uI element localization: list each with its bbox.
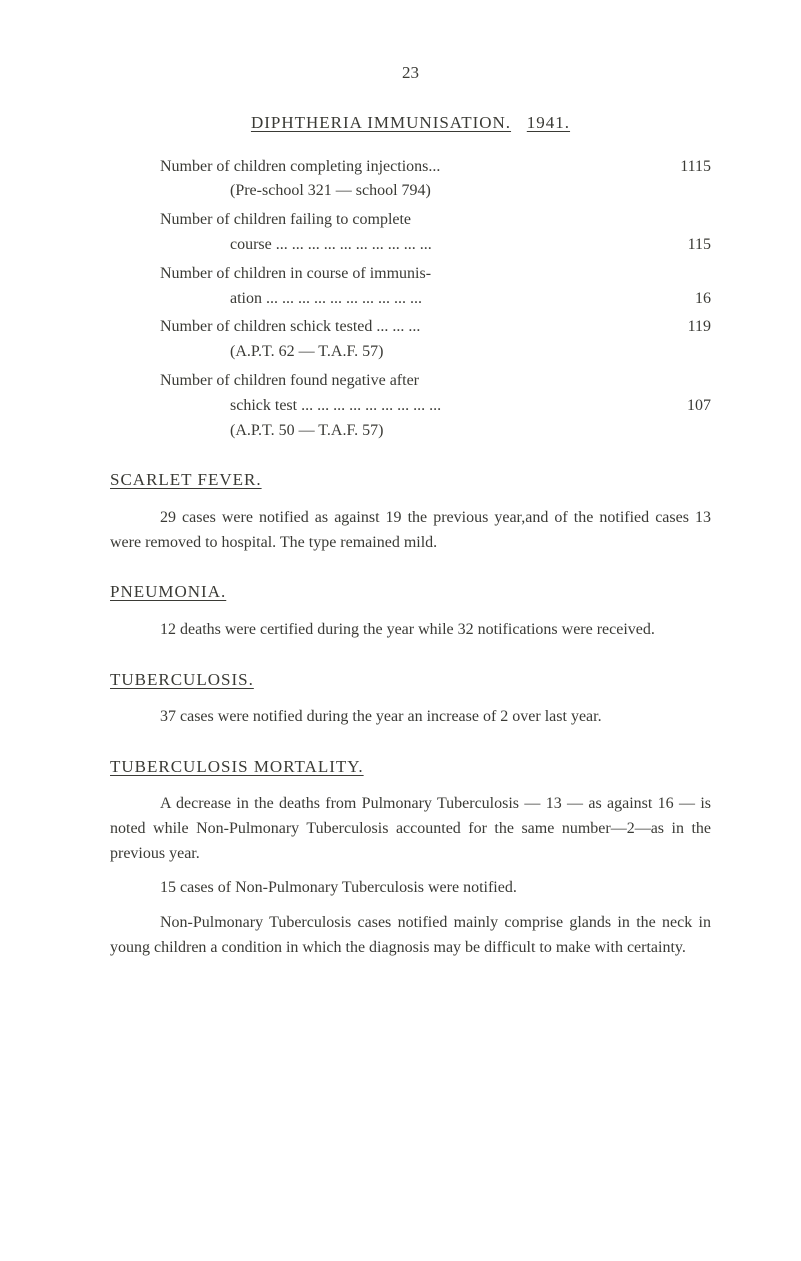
stat-label: Number of children found negative after bbox=[160, 369, 661, 394]
tb-mortality-para3: Non-Pulmonary Tuberculosis cases notifie… bbox=[110, 911, 711, 961]
main-heading: DIPHTHERIA IMMUNISATION. 1941. bbox=[110, 110, 711, 136]
pneumonia-para: 12 deaths were certified during the year… bbox=[110, 618, 711, 643]
stat-value: 115 bbox=[661, 233, 711, 258]
stat-label-cont: ation ... ... ... ... ... ... ... ... ..… bbox=[160, 287, 661, 312]
tuberculosis-para: 37 cases were notified during the year a… bbox=[110, 705, 711, 730]
stat-block-5: Number of children found negative after … bbox=[110, 369, 711, 443]
stat-block-2: Number of children failing to complete c… bbox=[110, 208, 711, 258]
tb-mortality-para1: A decrease in the deaths from Pulmonary … bbox=[110, 792, 711, 866]
tb-mortality-para2: 15 cases of Non-Pulmonary Tuberculosis w… bbox=[110, 876, 711, 901]
stat-block-4: Number of children schick tested ... ...… bbox=[110, 315, 711, 365]
stat-block-3: Number of children in course of immunis-… bbox=[110, 262, 711, 312]
stat-label: Number of children failing to complete bbox=[160, 208, 661, 233]
scarlet-fever-para: 29 cases were notified as against 19 the… bbox=[110, 506, 711, 556]
stat-label: Number of children in course of immunis- bbox=[160, 262, 661, 287]
page-number: 23 bbox=[110, 60, 711, 86]
section-heading-tuberculosis: TUBERCULOSIS. bbox=[110, 667, 711, 693]
stat-value: 107 bbox=[661, 394, 711, 419]
stat-label: Number of children schick tested ... ...… bbox=[160, 315, 661, 340]
section-heading-pneumonia: PNEUMONIA. bbox=[110, 579, 711, 605]
stat-sub: (A.P.T. 62 — T.A.F. 57) bbox=[110, 340, 711, 365]
stat-label-cont: schick test ... ... ... ... ... ... ... … bbox=[160, 394, 661, 419]
stat-value: 16 bbox=[661, 287, 711, 312]
title-year: 1941. bbox=[527, 113, 570, 132]
stat-sub: (A.P.T. 50 — T.A.F. 57) bbox=[110, 419, 711, 444]
section-heading-tb-mortality: TUBERCULOSIS MORTALITY. bbox=[110, 754, 711, 780]
stat-label-cont: course ... ... ... ... ... ... ... ... .… bbox=[160, 233, 661, 258]
stat-value: 119 bbox=[661, 315, 711, 340]
stat-sub: (Pre-school 321 — school 794) bbox=[110, 179, 711, 204]
title-main: DIPHTHERIA IMMUNISATION. bbox=[251, 113, 511, 132]
stat-value: 1115 bbox=[661, 155, 711, 180]
section-heading-scarlet-fever: SCARLET FEVER. bbox=[110, 467, 711, 493]
stat-label: Number of children completing injections… bbox=[160, 155, 661, 180]
stat-block-1: Number of children completing injections… bbox=[110, 155, 711, 205]
